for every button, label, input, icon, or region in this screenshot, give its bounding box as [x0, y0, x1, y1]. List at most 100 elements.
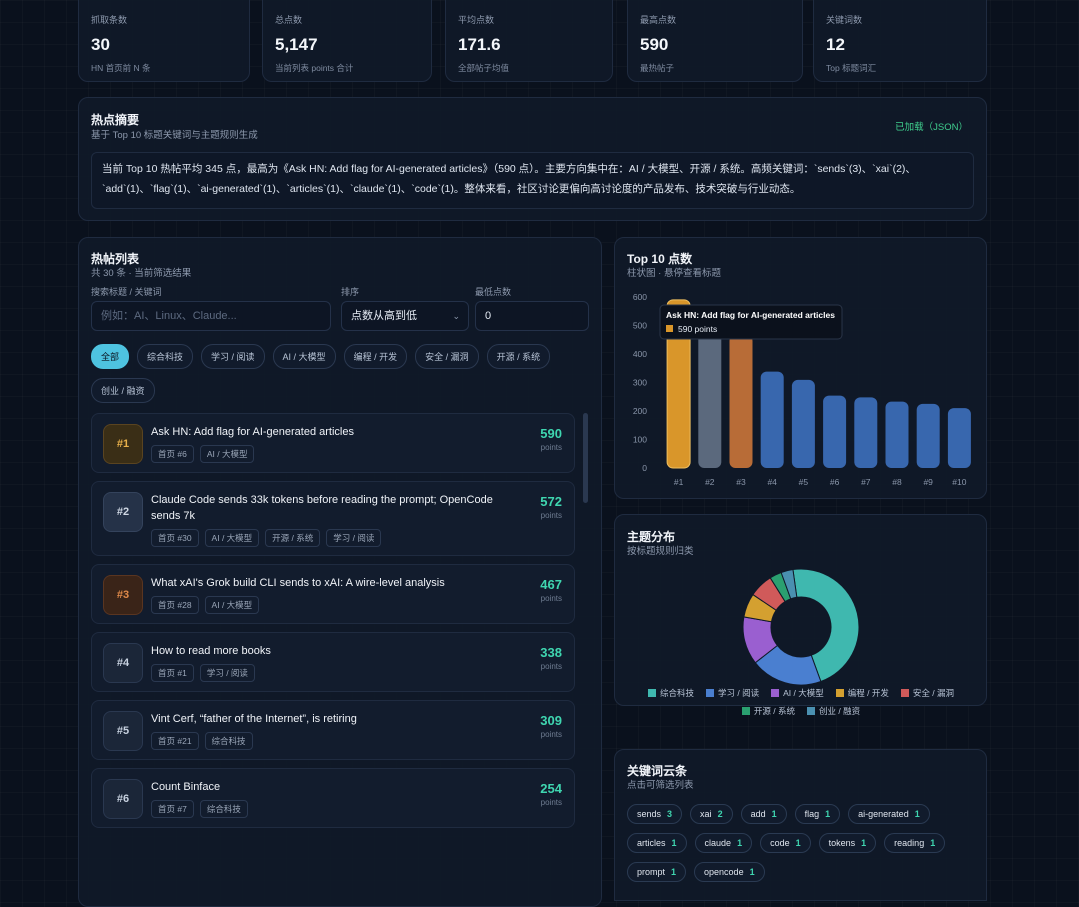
keyword-count: 1: [671, 867, 677, 877]
filter-chip[interactable]: 全部: [91, 344, 130, 369]
points-unit: points: [540, 662, 562, 671]
post-item[interactable]: #6 Count Binface 首页 #7 综合科技 254 points: [91, 768, 575, 828]
points-value: 572: [540, 494, 562, 509]
legend-item: 编程 / 开发: [835, 687, 889, 699]
post-title: What xAI's Grok build CLI sends to xAI: …: [151, 577, 445, 589]
points: 338 points: [540, 645, 562, 671]
bar: [823, 395, 847, 468]
filter-chip[interactable]: 学习 / 阅读: [201, 344, 265, 369]
tag: 首页 #30: [151, 529, 199, 547]
keyword-panel: 关键词云条 点击可筛选列表 sends 3 xai 2 add 1 flag 1 ai-gene…: [614, 749, 987, 901]
x-tick-label: #6: [830, 477, 840, 487]
legend-label: AI / 大模型: [783, 688, 824, 698]
tag: 学习 / 阅读: [326, 529, 382, 547]
post-item[interactable]: #3 What xAI's Grok build CLI sends to xAI…: [91, 564, 575, 624]
keyword: prompt: [637, 867, 666, 877]
tooltip: Ask HN: Add flag for AI-generated articl…: [659, 304, 843, 340]
keyword-chip[interactable]: sends 3: [627, 804, 683, 824]
stat-note: 最热帖子: [640, 63, 675, 73]
legend-label: 创业 / 融资: [819, 706, 861, 716]
points: 572 points: [540, 494, 562, 520]
keyword-chip[interactable]: claude 1: [694, 833, 753, 853]
filter-chip[interactable]: 综合科技: [137, 344, 194, 369]
post-item[interactable]: #2 Claude Code sends 33k tokens before re…: [91, 481, 575, 556]
min-input[interactable]: 0: [475, 301, 589, 331]
bar-subtitle: 柱状图 · 悬停查看标题: [627, 268, 721, 279]
keyword-count: 1: [825, 809, 831, 819]
post-item[interactable]: #1 Ask HN: Add flag for AI-generated arti…: [91, 413, 575, 473]
legend-swatch: [648, 689, 657, 697]
tag: 首页 #28: [151, 596, 199, 614]
summary-text: 当前 Top 10 热帖平均 345 点，最高为《Ask HN: Add fla…: [91, 152, 974, 209]
keyword-count: 3: [667, 809, 673, 819]
keyword-count: 2: [717, 809, 723, 819]
stat-card: 平均点数 171.6 全部帖子均值: [445, 0, 613, 82]
x-tick-label: #3: [736, 477, 746, 487]
keyword-chip[interactable]: reading 1: [884, 833, 946, 853]
keyword: ai-generated: [858, 809, 909, 819]
bar-panel: Top 10 点数 柱状图 · 悬停查看标题 0 100 200 300 400 500 6…: [614, 237, 987, 499]
tag-row: 首页 #21 综合科技: [151, 732, 504, 750]
keyword-chip[interactable]: opencode 1: [694, 862, 765, 882]
tag: 综合科技: [204, 732, 253, 750]
post-item[interactable]: #5 Vint Cerf, “father of the Internet”, i…: [91, 700, 575, 760]
filter-chip[interactable]: 编程 / 开发: [343, 344, 408, 369]
keyword: claude: [704, 838, 732, 848]
rank-badge: #3: [103, 575, 143, 615]
points: 467 points: [540, 577, 562, 603]
legend-item: 综合科技: [648, 687, 694, 699]
bar: [947, 408, 971, 468]
keyword-chip[interactable]: code 1: [760, 833, 811, 853]
post-title: Ask HN: Add flag for AI-generated articl…: [151, 426, 354, 438]
legend-swatch: [900, 689, 909, 697]
keyword-chip[interactable]: add 1: [740, 804, 787, 824]
rank-badge: #4: [103, 643, 143, 683]
filter-chip[interactable]: AI / 大模型: [272, 344, 336, 369]
bar: [854, 397, 878, 468]
pie-panel: 主题分布 按标题规则归类 综合科技 学习 / 阅读 AI / 大模型 编程 / 开发 安…: [614, 514, 987, 716]
keyword-chip[interactable]: xai 2: [690, 804, 733, 824]
keyword-count: 1: [749, 867, 755, 877]
legend-swatch: [771, 689, 780, 697]
stat-label: 抓取条数: [91, 15, 128, 25]
points-value: 309: [540, 713, 562, 728]
status: 已加载（JSON）: [895, 122, 968, 133]
tag: 学习 / 阅读: [199, 664, 255, 682]
filter-chips: 全部 综合科技 学习 / 阅读 AI / 大模型 编程 / 开发 安全 / 漏洞 开源 / …: [91, 344, 561, 403]
filter-chip[interactable]: 开源 / 系统: [486, 344, 551, 369]
stat-label: 关键词数: [826, 15, 863, 25]
keyword-chip[interactable]: tokens 1: [818, 833, 877, 853]
points-value: 254: [540, 781, 562, 796]
post-title: Claude Code sends 33k tokens before read…: [151, 494, 493, 522]
y-tick-label: 400: [633, 349, 647, 359]
post-item[interactable]: #4 How to read more books 首页 #1 学习 / 阅读 338 p…: [91, 632, 575, 692]
keyword-chip[interactable]: articles 1: [627, 833, 687, 853]
legend-label: 安全 / 漏洞: [912, 688, 954, 698]
stat-note: Top 标题词汇: [826, 63, 877, 73]
keyword: flag: [804, 809, 820, 819]
post-title: Vint Cerf, “father of the Internet”, is …: [151, 713, 357, 725]
filter-chip[interactable]: 安全 / 漏洞: [415, 344, 479, 369]
legend-item: 创业 / 融资: [807, 705, 860, 717]
rank-badge: #6: [103, 779, 143, 819]
keyword-count: 1: [771, 809, 777, 819]
keyword-chip[interactable]: ai-generated 1: [848, 804, 930, 824]
legend-swatch: [741, 707, 750, 715]
keyword-chip[interactable]: flag 1: [794, 804, 841, 824]
scrollbar: [583, 413, 588, 503]
bar: [729, 334, 753, 468]
keyword-chip[interactable]: prompt 1: [627, 862, 687, 882]
x-tick-label: #1: [674, 477, 684, 487]
search-input[interactable]: 例如：AI、Linux、Claude...: [91, 301, 331, 331]
filter-chip[interactable]: 创业 / 融资: [91, 378, 155, 403]
points-unit: points: [540, 798, 562, 807]
bar-chart: 0 100 200 300 400 500 600 #1 #2 #3 #4 #5 #6 #7 #8 #9 #10…: [633, 292, 971, 487]
pie-title: 主题分布: [627, 530, 676, 544]
sort-select[interactable]: 点数从高到低 ⌄: [341, 301, 469, 331]
stat-card: 抓取条数 30 HN 首页前 N 条: [78, 0, 250, 82]
x-tick-label: #7: [861, 477, 871, 487]
tag: 首页 #21: [151, 732, 199, 750]
legend-item: 学习 / 阅读: [706, 687, 759, 699]
legend: 综合科技 学习 / 阅读 AI / 大模型 编程 / 开发 安全 / 漏洞 开源 / 系统…: [641, 687, 961, 717]
